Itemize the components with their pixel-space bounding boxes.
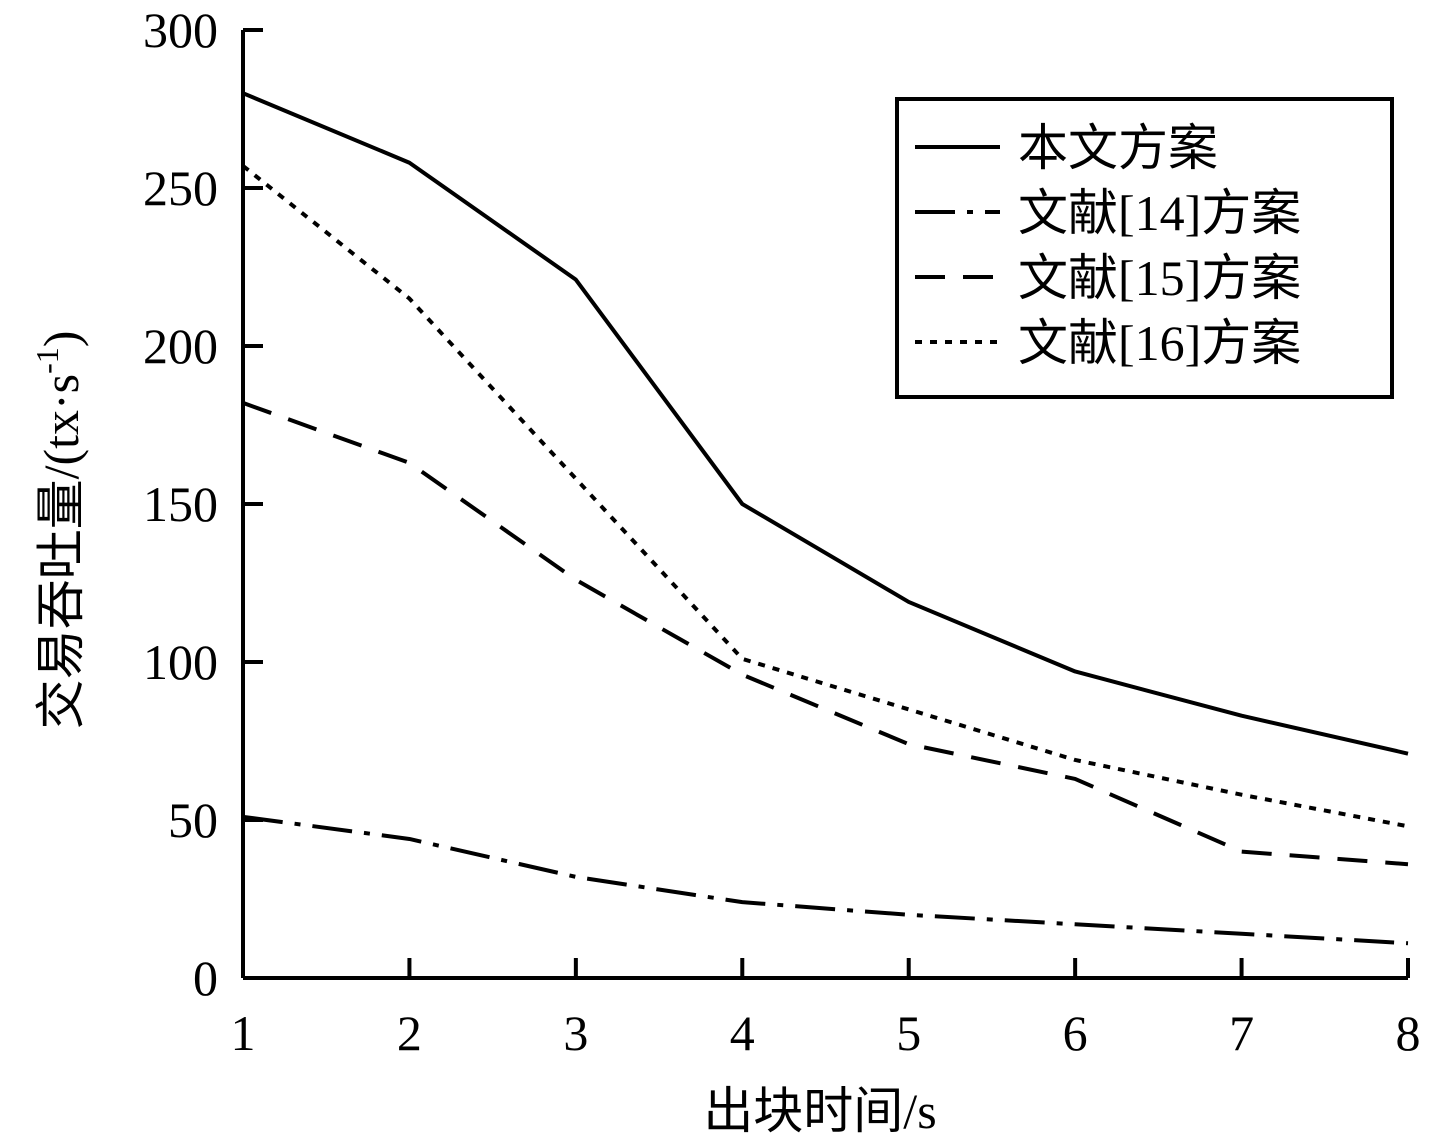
x-tick-label: 1 bbox=[231, 1005, 256, 1061]
legend-label-3: 文献[15]方案 bbox=[1018, 250, 1301, 306]
series-line-3 bbox=[242, 400, 1409, 867]
y-tick-label: 150 bbox=[143, 476, 218, 532]
legend-label-2: 文献[14]方案 bbox=[1018, 185, 1301, 241]
y-axis-title-main: 交易吞吐量/(tx·s bbox=[33, 374, 89, 730]
x-tick-label: 7 bbox=[1229, 1005, 1254, 1061]
x-tick-label: 3 bbox=[563, 1005, 588, 1061]
x-tick-label: 8 bbox=[1396, 1005, 1421, 1061]
series-line-2 bbox=[242, 814, 1409, 946]
series-line-1 bbox=[242, 91, 1409, 756]
y-axis-title-superscript: -1 bbox=[29, 347, 65, 374]
axes-layer: 0 50 100 150 200 250 300 1 2 3 4 5 6 7 8 bbox=[143, 2, 1421, 1061]
y-tick-label: 50 bbox=[168, 792, 218, 848]
x-tick-label: 5 bbox=[896, 1005, 921, 1061]
legend-label-1: 本文方案 bbox=[1018, 120, 1218, 176]
x-tick-label: 4 bbox=[730, 1005, 755, 1061]
x-tick-label: 2 bbox=[397, 1005, 422, 1061]
y-tick-label: 200 bbox=[143, 318, 218, 374]
x-tick-label: 6 bbox=[1063, 1005, 1088, 1061]
y-tick-label: 0 bbox=[193, 950, 218, 1006]
y-tick-label: 300 bbox=[143, 2, 218, 58]
y-axis-title: 交易吞吐量/(tx·s-1) bbox=[29, 331, 89, 730]
series-layer bbox=[241, 91, 1409, 946]
y-tick-label: 250 bbox=[143, 160, 218, 216]
y-axis-title-close: ) bbox=[33, 331, 89, 348]
x-axis-title: 出块时间/s bbox=[703, 1083, 936, 1139]
y-tick-label: 100 bbox=[143, 634, 218, 690]
legend-label-4: 文献[16]方案 bbox=[1018, 315, 1301, 371]
